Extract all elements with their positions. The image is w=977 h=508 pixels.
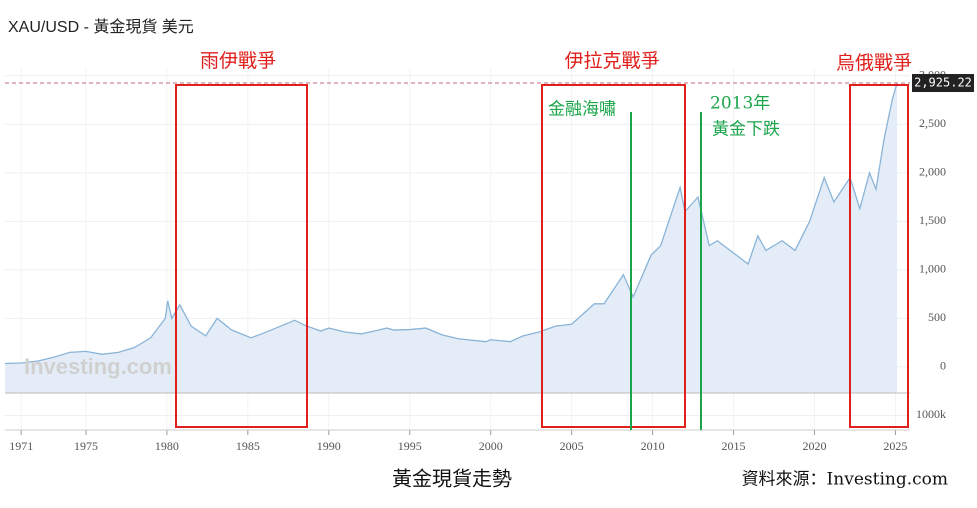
caption: 黃金現貨走勢 (392, 467, 512, 491)
annotation: 雨伊戰爭 (200, 50, 276, 72)
x-tick-label: 1975 (74, 439, 98, 453)
period-box (175, 84, 308, 428)
price-tag: 2,925.22 (914, 76, 972, 90)
annotation: 烏俄戰爭 (836, 52, 912, 74)
chart-title: XAU/USD - 黃金現貨 美元 (8, 18, 194, 36)
price-tag-bg (912, 74, 974, 93)
x-tick-label: 2015 (722, 439, 746, 453)
x-tick-label: 2010 (641, 439, 665, 453)
x-tick-label: 1985 (236, 439, 260, 453)
x-tick-label: 2025 (883, 439, 907, 453)
annotation: 金融海嘯 (548, 100, 616, 120)
annotation: 伊拉克戰爭 (564, 50, 659, 72)
y-tick-label: 500 (928, 310, 946, 324)
annotation: 黃金下跌 (712, 120, 780, 140)
y-tick-label: 1,500 (919, 213, 946, 227)
area (5, 83, 898, 393)
x-tick-label: 2005 (560, 439, 584, 453)
annotation: 2013年 (710, 94, 770, 114)
y-tick-label: 2,500 (919, 116, 946, 130)
y-tick-label: 0 (940, 359, 946, 373)
y-tick-label: 1000k (916, 407, 946, 421)
y-tick-label: 2,000 (919, 165, 946, 179)
x-tick-label: 1971 (9, 439, 33, 453)
x-tick-label: 2000 (479, 439, 503, 453)
x-tick-label: 2020 (802, 439, 826, 453)
watermark: Investing.com (24, 354, 172, 379)
x-tick-label: 1980 (155, 439, 179, 453)
price-line (4, 82, 898, 365)
source: 資料來源：Investing.com (742, 470, 948, 490)
x-tick-label: 1990 (317, 439, 341, 453)
y-tick-label: 1,000 (919, 262, 946, 276)
period-box (849, 84, 909, 428)
x-tick-label: 1995 (398, 439, 422, 453)
period-box (541, 84, 686, 428)
